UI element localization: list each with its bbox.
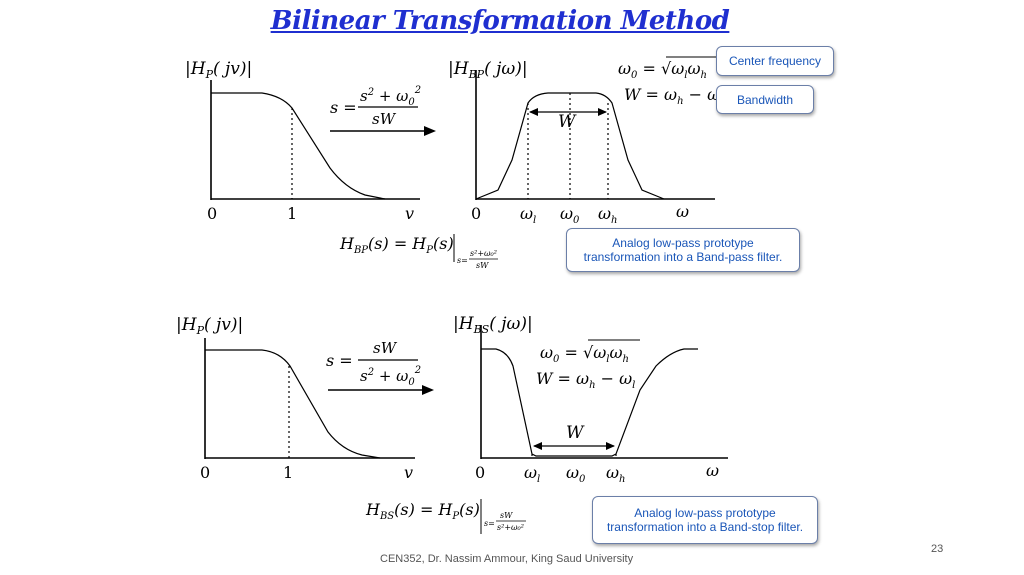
svg-text:0: 0	[200, 463, 210, 482]
bandstop-transformation-callout: Analog low-pass prototype transformation…	[592, 496, 818, 544]
bandpass-transformation-callout: Analog low-pass prototype transformation…	[566, 228, 800, 272]
svg-text:sW: sW	[373, 339, 398, 357]
svg-text:W = ωh − ωl: W = ωh − ωl	[624, 85, 723, 107]
tick-1: 1	[287, 204, 297, 223]
svg-text:ω0: ω0	[566, 463, 586, 485]
svg-text:ωh: ωh	[598, 204, 618, 226]
bp-ylabel: |HBP( jω)|	[448, 59, 528, 81]
svg-text:s2 + ω02: s2 + ω02	[360, 365, 421, 388]
bp-W-label: W	[558, 112, 577, 132]
axis-v: v	[405, 204, 414, 223]
bandwidth-callout: Bandwidth	[716, 85, 814, 114]
slide-footer: CEN352, Dr. Nassim Ammour, King Saud Uni…	[380, 553, 634, 565]
svg-text:0: 0	[471, 204, 481, 223]
svg-text:s=: s=	[484, 519, 495, 528]
page-number: 23	[931, 543, 944, 555]
svg-text:s =: s =	[326, 351, 353, 370]
hbp-equation: HBP(s) = HP(s) s= s²+ω₀² sW	[339, 234, 498, 270]
svg-text:ω: ω	[676, 202, 689, 221]
hbs-equation: HBS(s) = HP(s) s= sW s²+ω₀²	[365, 499, 526, 534]
lp-top-ylabel: |HP( jv)|	[185, 59, 252, 81]
lowpass-plot-bottom: |HP( jv)| 0 1 v	[176, 315, 415, 482]
center-frequency-callout: Center frequency	[716, 46, 834, 76]
slide-title: Bilinear Transformation Method	[270, 6, 730, 36]
svg-text:ω: ω	[706, 461, 719, 480]
bandstop-plot: W |HBS( jω)| 0 ωl ω0 ωh ω	[453, 314, 728, 485]
svg-text:ω0: ω0	[560, 204, 580, 226]
bandpass-parameter-equations: ω0 = √ωlωh W = ωh − ωl	[618, 56, 723, 107]
lp-bottom-ylabel: |HP( jv)|	[176, 315, 243, 337]
svg-text:ωl: ωl	[524, 463, 540, 485]
svg-text:ωl: ωl	[520, 204, 536, 226]
svg-text:s²+ω₀²: s²+ω₀²	[470, 249, 497, 258]
svg-text:s =: s =	[330, 98, 357, 117]
bandstop-parameter-equations: ω0 = √ωlωh W = ωh − ωl	[536, 339, 640, 391]
svg-text:HBS(s) = HP(s): HBS(s) = HP(s)	[365, 500, 480, 522]
svg-text:ω0 = √ωlωh: ω0 = √ωlωh	[618, 59, 707, 81]
svg-text:s²+ω₀²: s²+ω₀²	[497, 523, 524, 532]
svg-text:W = ωh − ωl: W = ωh − ωl	[536, 369, 635, 391]
svg-text:sW: sW	[500, 511, 513, 520]
bs-W-label: W	[566, 423, 585, 443]
tick-0: 0	[207, 204, 217, 223]
svg-text:0: 0	[475, 463, 485, 482]
bandpass-mapping-equation: s = s2 + ω02 sW	[330, 85, 436, 136]
svg-text:ωh: ωh	[606, 463, 626, 485]
svg-text:HBP(s) = HP(s): HBP(s) = HP(s)	[339, 234, 454, 256]
svg-text:1: 1	[283, 463, 293, 482]
bandstop-mapping-equation: s = sW s2 + ω02	[326, 339, 434, 395]
lowpass-plot-top: |HP( jv)| 0 1 v	[185, 59, 420, 223]
bandpass-plot: W |HBP( jω)| 0 ωl ω0 ωh ω	[448, 59, 715, 226]
svg-text:ω0 = √ωlωh: ω0 = √ωlωh	[540, 343, 629, 365]
svg-text:v: v	[404, 463, 413, 482]
svg-text:s2 + ω02: s2 + ω02	[360, 85, 421, 108]
svg-text:s=: s=	[457, 256, 468, 265]
bs-ylabel: |HBS( jω)|	[453, 314, 533, 336]
svg-text:sW: sW	[476, 261, 489, 270]
svg-text:sW: sW	[372, 110, 397, 128]
